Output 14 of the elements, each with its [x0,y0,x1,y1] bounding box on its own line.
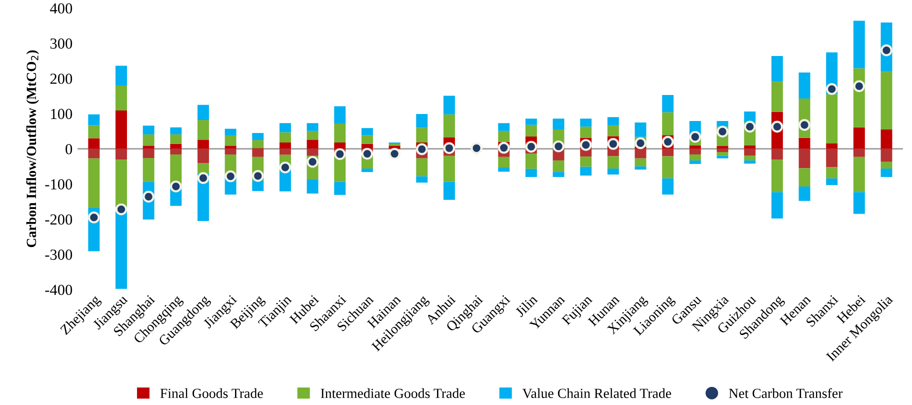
legend-label: Intermediate Goods Trade [320,388,465,398]
y-tick-label: 300 [50,38,72,49]
y-tick-label: -300 [45,250,72,260]
legend-label: Value Chain Related Trade [522,388,672,398]
y-tick-label: 100 [51,108,72,120]
y-tick-label: 400 [50,3,72,14]
y-tick-label: -100 [45,179,72,190]
y-tick-label: 200 [50,74,72,84]
y-tick-label: -200 [45,214,72,225]
y-axis-title: Carbon Inflow/Outflow (MtCO$_{2}$) [26,50,39,248]
y-tick-label: -400 [45,284,72,296]
legend-label: Final Goods Trade [160,388,263,398]
legend-label: Net Carbon Transfer [728,388,843,398]
y-tick-label: 0 [66,144,72,154]
